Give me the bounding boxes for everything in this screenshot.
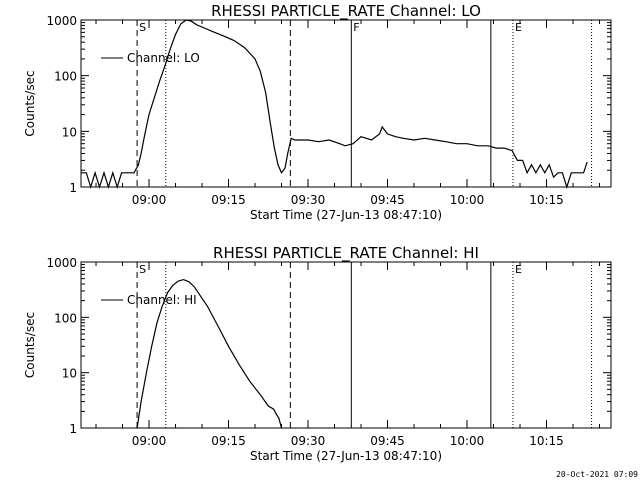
x-tick-label: 10:00 <box>450 193 485 207</box>
x-tick-label: 09:15 <box>211 434 246 448</box>
y-tick-label: 10 <box>62 367 77 381</box>
x-tick-label: 09:45 <box>370 434 405 448</box>
x-tick-label: 09:45 <box>370 193 405 207</box>
y-axis-label: Counts/sec <box>23 70 37 136</box>
x-axis-label: Start Time (27-Jun-13 08:47:10) <box>250 208 442 222</box>
chart-title: RHESSI PARTICLE_RATE Channel: HI <box>213 244 479 263</box>
footer-timestamp: 20-Oct-2021 07:09 <box>556 470 638 479</box>
legend-entry: Channel: HI <box>127 293 197 307</box>
x-tick-label: 09:30 <box>291 193 326 207</box>
x-tick-label: 10:15 <box>529 193 564 207</box>
x-tick-label: 09:30 <box>291 434 326 448</box>
y-tick-label: 1 <box>69 422 77 436</box>
legend-entry: Channel: LO <box>127 51 200 65</box>
y-axis-label: Counts/sec <box>23 312 37 378</box>
event-marker-label: F <box>353 21 359 34</box>
x-tick-label: 10:15 <box>529 434 564 448</box>
y-tick-label: 100 <box>54 311 77 325</box>
y-tick-label: 1000 <box>46 14 77 28</box>
event-marker-label: E <box>515 21 522 34</box>
x-tick-label: 09:00 <box>132 193 167 207</box>
x-tick-label: 09:00 <box>132 434 167 448</box>
plot-frame <box>80 261 612 429</box>
event-marker-label: S <box>139 21 146 34</box>
y-tick-label: 100 <box>54 70 77 84</box>
event-marker-label: S <box>139 263 146 276</box>
series-line <box>81 19 588 190</box>
x-tick-label: 09:15 <box>211 193 246 207</box>
y-tick-label: 1 <box>69 181 77 195</box>
plot-frame <box>80 19 612 188</box>
x-axis-label: Start Time (27-Jun-13 08:47:10) <box>250 449 442 463</box>
x-tick-label: 10:00 <box>450 434 485 448</box>
chart-title: RHESSI PARTICLE_RATE Channel: LO <box>211 2 481 21</box>
y-tick-label: 10 <box>62 125 77 139</box>
event-marker-label: E <box>515 263 522 276</box>
y-tick-label: 1000 <box>46 256 77 270</box>
series-line <box>136 278 283 429</box>
